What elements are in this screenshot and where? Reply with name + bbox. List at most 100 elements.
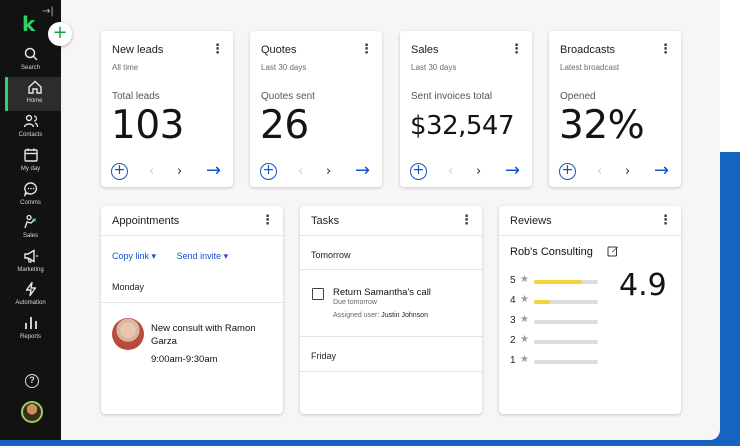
card-title: Broadcasts (560, 44, 616, 56)
divider (101, 235, 283, 236)
collapse-sidebar-button[interactable]: →| (42, 6, 54, 17)
star-icon: ★ (520, 274, 529, 285)
chat-icon (23, 182, 37, 197)
sidebar-item-my-day[interactable]: My day (4, 145, 57, 179)
appointment-time: 9:00am-9:30am (151, 354, 218, 365)
sidebar: k →| Search Home Contacts My day Comms S… (0, 0, 61, 440)
sidebar-item-label: Comms (20, 200, 41, 206)
card-subtitle: All time (112, 63, 139, 72)
appointments-card: Appointments ⋮ Copy link ▾ Send invite ▾… (101, 206, 283, 414)
arrow-right-icon[interactable]: → (505, 160, 521, 181)
more-options-icon[interactable]: ⋮ (211, 42, 224, 57)
rating-stars-count: 4 (510, 295, 516, 306)
divider (300, 269, 482, 270)
more-options-icon[interactable]: ⋮ (261, 213, 274, 228)
metric-label: Total leads (112, 91, 160, 102)
sidebar-item-search[interactable]: Search (4, 44, 57, 78)
assigned-label: Assigned user: (333, 312, 380, 319)
star-icon: ★ (520, 314, 529, 325)
more-options-icon[interactable]: ⋮ (360, 42, 373, 57)
chevron-right-icon[interactable]: › (177, 164, 183, 179)
edit-icon[interactable] (607, 245, 619, 257)
sidebar-item-marketing[interactable]: Marketing (4, 246, 57, 280)
chevron-left-icon[interactable]: ‹ (298, 164, 304, 179)
stat-card-new-leads: New leads ⋮ All time Total leads 103 + ‹… (101, 31, 233, 187)
chevron-right-icon[interactable]: › (476, 164, 482, 179)
sidebar-item-comms[interactable]: Comms (4, 179, 57, 213)
send-invite-label: Send invite (176, 251, 222, 261)
appointment-title[interactable]: New consult with Ramon Garza (151, 323, 256, 347)
chevron-left-icon[interactable]: ‹ (448, 164, 454, 179)
app-window: k →| Search Home Contacts My day Comms S… (0, 0, 681, 440)
more-options-icon[interactable]: ⋮ (659, 213, 672, 228)
chevron-left-icon[interactable]: ‹ (597, 164, 603, 179)
add-circle-icon[interactable]: + (410, 163, 427, 180)
card-title: Reviews (510, 215, 552, 227)
quick-add-button[interactable]: + (48, 22, 72, 46)
metric-value: $32,547 (410, 111, 515, 141)
rating-bar (534, 320, 598, 324)
rating-bar-fill (534, 300, 550, 304)
send-invite-button[interactable]: Send invite ▾ (177, 251, 229, 262)
copy-link-button[interactable]: Copy link ▾ (112, 251, 156, 262)
star-icon: ★ (520, 294, 529, 305)
chevron-right-icon[interactable]: › (326, 164, 332, 179)
sidebar-item-sales[interactable]: Sales (4, 212, 57, 246)
metric-value: 32% (559, 103, 645, 148)
rating-stars-count: 3 (510, 315, 516, 326)
more-options-icon[interactable]: ⋮ (510, 42, 523, 57)
rating-row: 5 ★ (510, 274, 610, 287)
rating-row: 1 ★ (510, 354, 610, 367)
chevron-right-icon[interactable]: › (625, 164, 631, 179)
user-avatar[interactable] (21, 401, 43, 423)
card-footer-controls: + ‹ › → (111, 160, 226, 181)
rating-bar (534, 280, 598, 284)
metric-label: Quotes sent (261, 91, 315, 102)
task-title[interactable]: Return Samantha's call (333, 287, 431, 298)
sidebar-item-label: Contacts (18, 132, 43, 138)
sidebar-item-automation[interactable]: Automation (4, 279, 57, 313)
card-title: Quotes (261, 44, 297, 56)
tasks-card: Tasks ⋮ Tomorrow Return Samantha's call … (300, 206, 482, 414)
more-options-icon[interactable]: ⋮ (460, 213, 473, 228)
task-due: Due tomorrow (333, 299, 377, 306)
add-circle-icon[interactable]: + (111, 163, 128, 180)
chevron-left-icon[interactable]: ‹ (149, 164, 155, 179)
brand-logo[interactable]: k (22, 12, 36, 36)
star-icon: ★ (520, 334, 529, 345)
divider (300, 371, 482, 372)
help-icon[interactable]: ? (25, 374, 39, 388)
sidebar-item-home[interactable]: Home (5, 77, 61, 111)
contact-avatar (112, 318, 144, 350)
card-title: New leads (112, 44, 164, 56)
divider (499, 235, 681, 236)
sidebar-item-contacts[interactable]: Contacts (4, 111, 57, 145)
add-circle-icon[interactable]: + (260, 163, 277, 180)
arrow-right-icon[interactable]: → (355, 160, 371, 181)
sales-icon (23, 214, 36, 229)
copy-link-label: Copy link (112, 251, 150, 261)
card-subtitle: Last 30 days (261, 63, 307, 72)
sidebar-item-reports[interactable]: Reports (4, 313, 57, 347)
megaphone-icon (23, 249, 38, 263)
day-heading: Friday (311, 351, 337, 361)
rating-stars-count: 2 (510, 335, 516, 346)
more-options-icon[interactable]: ⋮ (659, 42, 672, 57)
task-assigned: Assigned user: Justin Johnson (333, 312, 428, 319)
stat-card-sales: Sales ⋮ Last 30 days Sent invoices total… (400, 31, 532, 187)
sidebar-item-label: Automation (15, 300, 46, 306)
home-icon (27, 80, 42, 94)
divider (300, 336, 482, 337)
reviews-card: Reviews ⋮ Rob's Consulting 5 ★ 4 ★ 3 ★ 2… (499, 206, 681, 414)
card-footer-controls: + ‹ › → (559, 160, 674, 181)
task-checkbox[interactable] (312, 288, 324, 300)
arrow-right-icon[interactable]: → (206, 160, 222, 181)
lightning-icon (25, 281, 36, 297)
rating-bar (534, 300, 598, 304)
arrow-right-icon[interactable]: → (654, 160, 670, 181)
card-footer-controls: + ‹ › → (410, 160, 525, 181)
calendar-icon (23, 148, 38, 162)
chevron-down-icon: ▾ (223, 251, 229, 261)
add-circle-icon[interactable]: + (559, 163, 576, 180)
day-heading: Tomorrow (311, 250, 351, 260)
